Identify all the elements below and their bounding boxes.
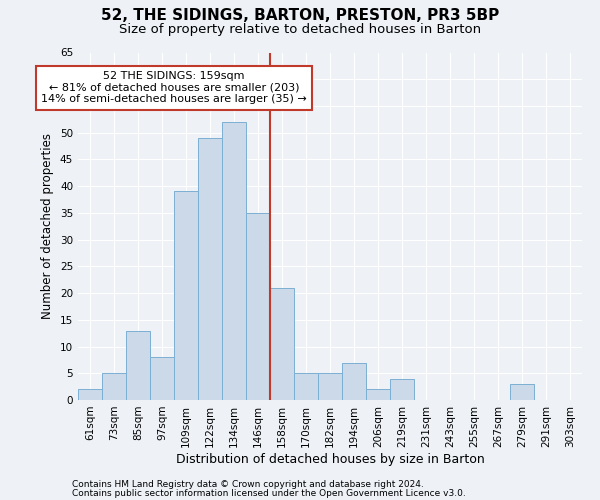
Bar bbox=[318, 374, 342, 400]
Bar bbox=[366, 390, 390, 400]
X-axis label: Distribution of detached houses by size in Barton: Distribution of detached houses by size … bbox=[176, 452, 484, 466]
Bar bbox=[126, 330, 150, 400]
Text: Contains public sector information licensed under the Open Government Licence v3: Contains public sector information licen… bbox=[72, 488, 466, 498]
Bar bbox=[174, 192, 198, 400]
Bar bbox=[246, 213, 270, 400]
Bar bbox=[78, 390, 102, 400]
Text: Size of property relative to detached houses in Barton: Size of property relative to detached ho… bbox=[119, 22, 481, 36]
Bar bbox=[294, 374, 318, 400]
Bar bbox=[198, 138, 222, 400]
Bar bbox=[342, 362, 366, 400]
Bar bbox=[390, 378, 414, 400]
Bar bbox=[222, 122, 246, 400]
Bar bbox=[102, 374, 126, 400]
Text: 52 THE SIDINGS: 159sqm
← 81% of detached houses are smaller (203)
14% of semi-de: 52 THE SIDINGS: 159sqm ← 81% of detached… bbox=[41, 71, 307, 104]
Text: Contains HM Land Registry data © Crown copyright and database right 2024.: Contains HM Land Registry data © Crown c… bbox=[72, 480, 424, 489]
Bar bbox=[150, 357, 174, 400]
Bar bbox=[270, 288, 294, 400]
Text: 52, THE SIDINGS, BARTON, PRESTON, PR3 5BP: 52, THE SIDINGS, BARTON, PRESTON, PR3 5B… bbox=[101, 8, 499, 22]
Bar bbox=[510, 384, 534, 400]
Y-axis label: Number of detached properties: Number of detached properties bbox=[41, 133, 55, 320]
